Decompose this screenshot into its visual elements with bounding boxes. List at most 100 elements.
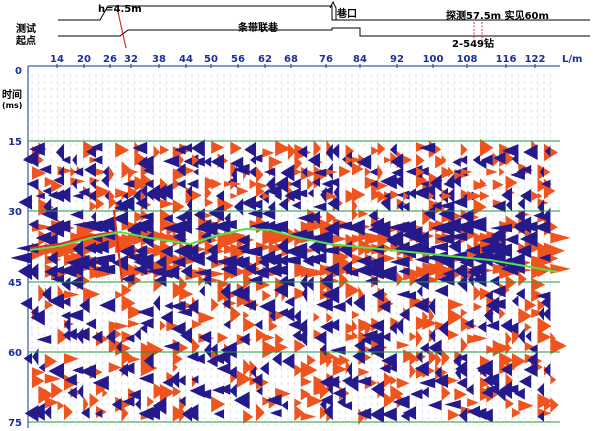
negative-lobe bbox=[135, 398, 141, 411]
negative-lobe bbox=[111, 398, 122, 411]
negative-lobe bbox=[91, 330, 103, 344]
negative-lobe bbox=[428, 297, 436, 315]
positive-lobe bbox=[281, 144, 294, 153]
positive-lobe bbox=[339, 166, 349, 178]
negative-lobe bbox=[215, 190, 224, 202]
negative-lobe bbox=[157, 183, 173, 200]
negative-lobe bbox=[194, 268, 212, 277]
positive-lobe bbox=[473, 302, 483, 312]
positive-lobe bbox=[153, 145, 161, 159]
positive-lobe bbox=[294, 155, 303, 172]
x-tick-label: 50 bbox=[204, 54, 218, 65]
negative-lobe bbox=[407, 188, 416, 199]
roadway-label: 条带联巷 bbox=[237, 21, 279, 34]
negative-lobe bbox=[116, 340, 122, 354]
positive-lobe bbox=[268, 229, 292, 246]
positive-lobe bbox=[44, 373, 62, 384]
negative-lobe bbox=[251, 373, 263, 387]
positive-lobe bbox=[396, 341, 410, 350]
negative-lobe bbox=[533, 220, 551, 234]
negative-lobe bbox=[272, 351, 282, 367]
positive-lobe bbox=[320, 382, 330, 400]
negative-lobe bbox=[395, 317, 404, 335]
positive-lobe bbox=[172, 362, 178, 373]
positive-lobe bbox=[172, 386, 182, 398]
positive-lobe bbox=[294, 168, 302, 176]
positive-lobe bbox=[307, 178, 314, 190]
negative-lobe bbox=[518, 328, 525, 344]
negative-lobe bbox=[171, 256, 186, 268]
positive-lobe bbox=[294, 339, 306, 353]
negative-lobe bbox=[60, 311, 71, 321]
positive-lobe bbox=[512, 353, 526, 370]
start-label-line2: 起点 bbox=[15, 34, 36, 47]
negative-lobe bbox=[311, 177, 320, 187]
positive-lobe bbox=[524, 341, 535, 352]
borehole-label: 2-549钻 bbox=[452, 37, 494, 50]
negative-lobe bbox=[48, 362, 64, 380]
positive-lobe bbox=[160, 145, 170, 155]
positive-lobe bbox=[64, 353, 79, 365]
positive-lobe bbox=[83, 395, 89, 413]
negative-lobe bbox=[35, 192, 45, 200]
negative-lobe bbox=[239, 246, 263, 257]
x-tick-label: 14 bbox=[50, 54, 64, 65]
positive-lobe bbox=[345, 323, 358, 334]
negative-lobe bbox=[233, 163, 250, 176]
negative-lobe bbox=[160, 245, 173, 258]
negative-lobe bbox=[180, 327, 192, 344]
positive-lobe bbox=[416, 329, 423, 348]
positive-lobe bbox=[409, 272, 419, 287]
positive-lobe bbox=[108, 195, 117, 210]
positive-lobe bbox=[313, 312, 320, 322]
positive-lobe bbox=[204, 185, 212, 201]
negative-lobe bbox=[485, 320, 500, 331]
positive-lobe bbox=[448, 308, 463, 326]
negative-lobe bbox=[264, 167, 276, 177]
positive-lobe bbox=[345, 189, 358, 203]
positive-lobe bbox=[147, 341, 164, 359]
y-tick-label: 75 bbox=[8, 418, 22, 429]
negative-lobe bbox=[462, 216, 487, 233]
negative-lobe bbox=[378, 300, 391, 314]
negative-lobe bbox=[163, 154, 180, 168]
positive-lobe bbox=[121, 348, 134, 366]
negative-lobe bbox=[177, 375, 186, 386]
negative-lobe bbox=[187, 251, 205, 267]
negative-lobe bbox=[118, 363, 128, 377]
negative-lobe bbox=[483, 306, 493, 325]
y-tick-labels: 0 15 30 45 60 75 bbox=[8, 66, 22, 429]
positive-lobe bbox=[243, 358, 252, 377]
negative-lobe bbox=[91, 142, 103, 152]
x-tick-label: 122 bbox=[525, 54, 546, 65]
negative-lobe bbox=[72, 239, 84, 258]
positive-lobe bbox=[51, 382, 63, 399]
negative-lobe bbox=[308, 252, 327, 264]
negative-lobe bbox=[122, 192, 128, 200]
x-tick-label: 116 bbox=[496, 54, 517, 65]
positive-lobe bbox=[140, 349, 153, 366]
negative-lobe bbox=[152, 397, 167, 415]
negative-lobe bbox=[312, 202, 327, 212]
negative-lobe bbox=[331, 143, 340, 159]
negative-lobe bbox=[81, 407, 90, 419]
negative-lobe bbox=[452, 196, 468, 209]
positive-lobe bbox=[403, 155, 413, 165]
negative-lobe bbox=[373, 265, 397, 283]
negative-lobe bbox=[140, 317, 154, 329]
positive-lobe bbox=[364, 320, 371, 338]
positive-lobe bbox=[441, 192, 453, 200]
negative-lobe bbox=[320, 186, 327, 204]
negative-lobe bbox=[282, 353, 295, 370]
positive-lobe bbox=[300, 388, 311, 401]
negative-lobe bbox=[23, 352, 32, 365]
positive-lobe bbox=[153, 383, 167, 400]
negative-lobe bbox=[284, 242, 308, 261]
negative-lobe bbox=[309, 230, 333, 246]
positive-lobe bbox=[460, 168, 473, 176]
negative-lobe bbox=[522, 164, 532, 175]
positive-lobe bbox=[441, 385, 451, 401]
positive-lobe bbox=[262, 340, 279, 359]
negative-lobe bbox=[369, 406, 384, 423]
